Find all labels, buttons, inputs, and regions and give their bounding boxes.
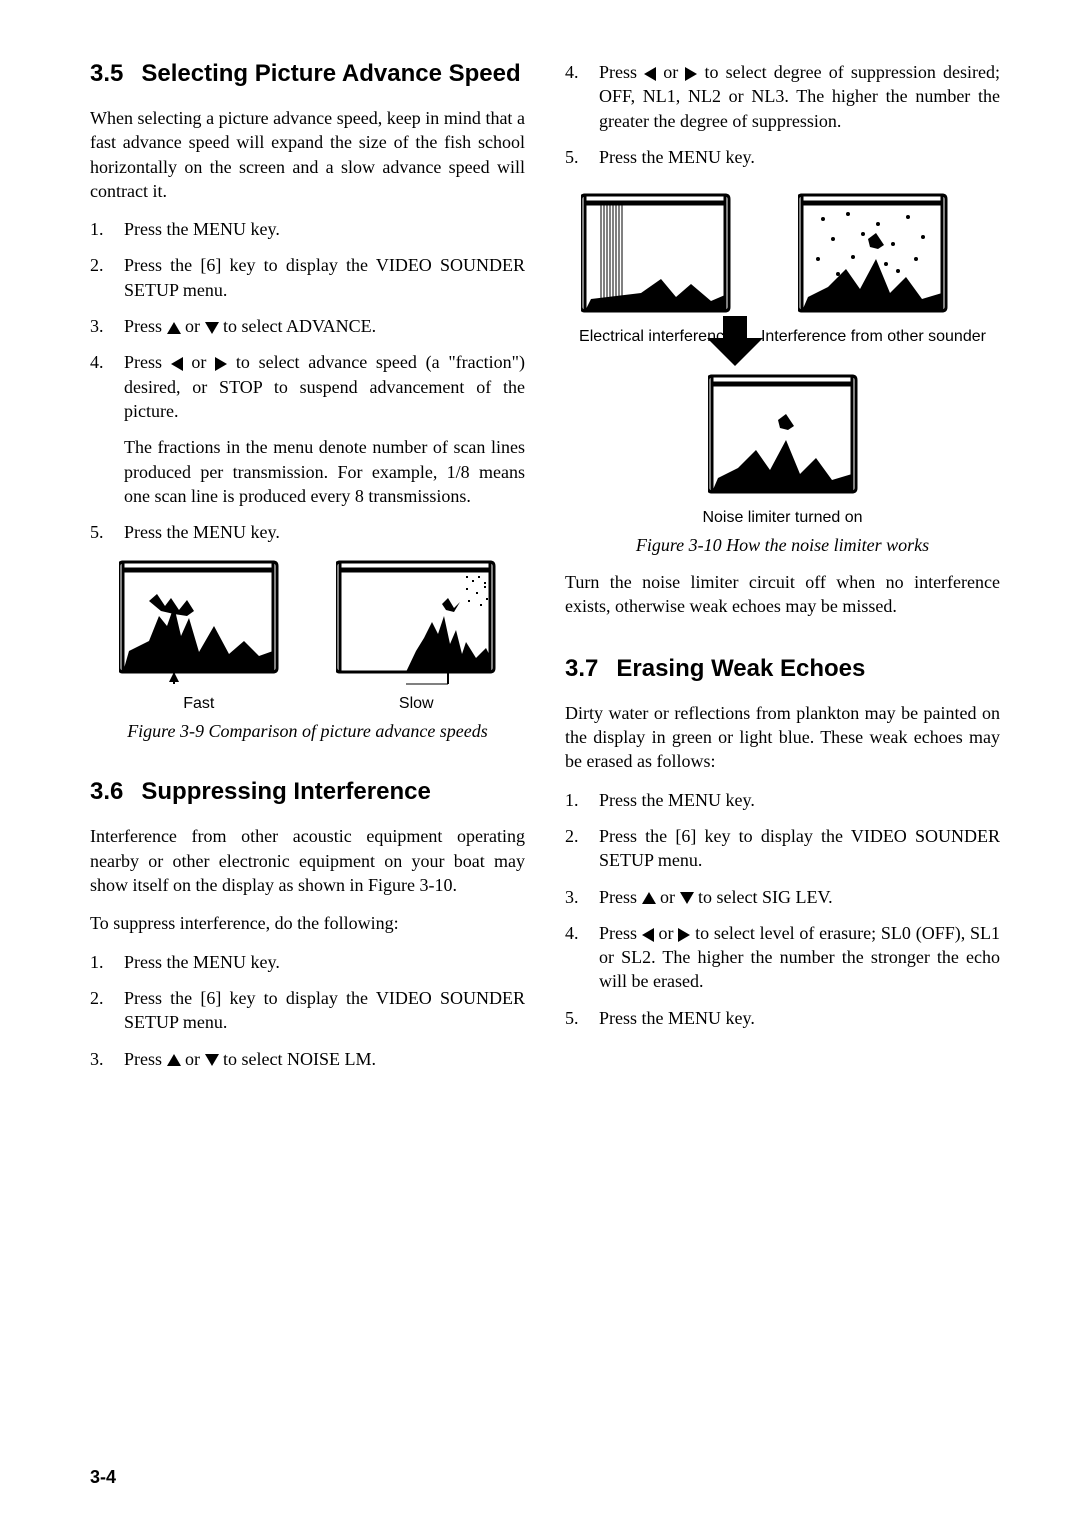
step: 2.Press the [6] key to display the VIDEO… xyxy=(565,824,1000,873)
steps-3-6-left: 1.Press the MENU key. 2.Press the [6] ke… xyxy=(90,950,525,1071)
noise-label: Noise limiter turned on xyxy=(565,509,1000,527)
left-triangle-icon xyxy=(642,928,654,942)
heading-num: 3.5 xyxy=(90,60,123,88)
echogram-fast-icon xyxy=(119,556,279,686)
elec-label: Electrical interference xyxy=(579,328,733,346)
step: 3. Press or to select NOISE LM. xyxy=(90,1047,525,1071)
heading-num: 3.7 xyxy=(565,655,598,683)
step: 1.Press the MENU key. xyxy=(90,950,525,974)
down-triangle-icon xyxy=(205,1054,219,1066)
steps-3-7: 1.Press the MENU key. 2.Press the [6] ke… xyxy=(565,788,1000,1030)
fig-noise-limiter: Noise limiter turned on xyxy=(565,370,1000,527)
fig-other: Interference from other sounder xyxy=(761,189,986,346)
step: 4. Press or to select advance speed (a "… xyxy=(90,350,525,508)
noise-limiter-on-icon xyxy=(708,370,858,500)
step: 2.Press the [6] key to display the VIDEO… xyxy=(90,986,525,1035)
slow-label: Slow xyxy=(336,695,496,713)
left-triangle-icon xyxy=(171,357,183,371)
figure-3-10-caption: Figure 3-10 How the noise limiter works xyxy=(565,535,1000,556)
steps-3-6-right: 4. Press or to select degree of suppress… xyxy=(565,60,1000,169)
step: 4. Press or to select degree of suppress… xyxy=(565,60,1000,133)
sub-3-6: To suppress interference, do the followi… xyxy=(90,911,525,935)
step: 1.Press the MENU key. xyxy=(90,217,525,241)
down-triangle-icon xyxy=(680,892,694,904)
other-label: Interference from other sounder xyxy=(761,328,986,346)
after-fig-3-10: Turn the noise limiter circuit off when … xyxy=(565,570,1000,619)
step: 3. Press or to select SIG LEV. xyxy=(565,885,1000,909)
step: 5.Press the MENU key. xyxy=(565,1006,1000,1030)
fast-label: Fast xyxy=(119,695,279,713)
right-triangle-icon xyxy=(685,67,697,81)
figure-3-9: Fast xyxy=(90,556,525,713)
intro-3-6: Interference from other acoustic equipme… xyxy=(90,824,525,897)
right-triangle-icon xyxy=(215,357,227,371)
fig-elec: Electrical interference xyxy=(579,189,733,346)
echogram-slow-icon xyxy=(336,556,496,686)
figure-3-10: Electrical interference xyxy=(565,189,1000,527)
step: 1.Press the MENU key. xyxy=(565,788,1000,812)
step: 4. Press or to select level of erasure; … xyxy=(565,921,1000,994)
left-triangle-icon xyxy=(644,67,656,81)
heading-3-7: 3.7 Erasing Weak Echoes xyxy=(565,655,1000,683)
page-number: 3-4 xyxy=(90,1467,116,1488)
step: 2.Press the [6] key to display the VIDEO… xyxy=(90,253,525,302)
page-columns: 3.5 Selecting Picture Advance Speed When… xyxy=(90,60,1000,1083)
fig-slow: Slow xyxy=(336,556,496,713)
step: 5.Press the MENU key. xyxy=(565,145,1000,169)
intro-3-7: Dirty water or reflections from plankton… xyxy=(565,701,1000,774)
heading-title: Suppressing Interference xyxy=(141,778,430,806)
up-triangle-icon xyxy=(167,322,181,334)
intro-3-5: When selecting a picture advance speed, … xyxy=(90,106,525,203)
electrical-interference-icon xyxy=(581,189,731,319)
step: 3. Press or to select ADVANCE. xyxy=(90,314,525,338)
up-triangle-icon xyxy=(167,1054,181,1066)
figure-3-9-caption: Figure 3-9 Comparison of picture advance… xyxy=(90,721,525,742)
steps-3-5: 1.Press the MENU key. 2.Press the [6] ke… xyxy=(90,217,525,544)
right-column: 4. Press or to select degree of suppress… xyxy=(565,60,1000,1083)
heading-3-6: 3.6 Suppressing Interference xyxy=(90,778,525,806)
other-sounder-interference-icon xyxy=(798,189,948,319)
fig-fast: Fast xyxy=(119,556,279,713)
heading-title: Erasing Weak Echoes xyxy=(616,655,865,683)
up-triangle-icon xyxy=(642,892,656,904)
right-triangle-icon xyxy=(678,928,690,942)
heading-num: 3.6 xyxy=(90,778,123,806)
left-column: 3.5 Selecting Picture Advance Speed When… xyxy=(90,60,525,1083)
heading-3-5: 3.5 Selecting Picture Advance Speed xyxy=(90,60,525,88)
step: 5.Press the MENU key. xyxy=(90,520,525,544)
heading-title: Selecting Picture Advance Speed xyxy=(141,60,520,88)
down-triangle-icon xyxy=(205,322,219,334)
